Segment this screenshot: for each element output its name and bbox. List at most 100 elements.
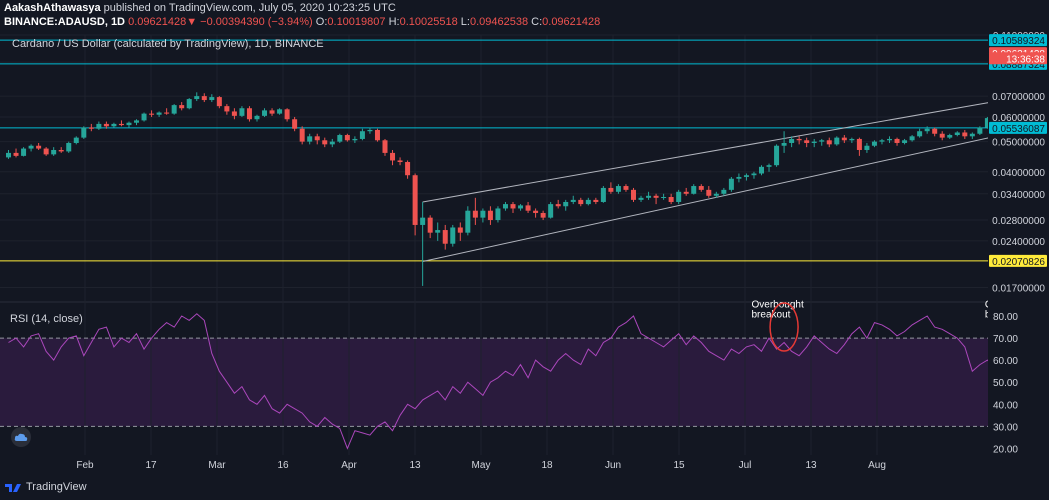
- time-axis[interactable]: Feb 17 Mar 16 Apr 13 May 18 Jun 15 Jul 13 Aug: [76, 460, 886, 471]
- collapse-pane-button[interactable]: [11, 427, 31, 447]
- candle[interactable]: [36, 142, 42, 150]
- candle[interactable]: [563, 199, 569, 211]
- trend-line[interactable]: [422, 49, 1049, 263]
- candle[interactable]: [713, 191, 719, 198]
- candle[interactable]: [81, 126, 87, 139]
- candle[interactable]: [796, 136, 802, 145]
- candle[interactable]: [969, 132, 975, 139]
- candle[interactable]: [623, 184, 629, 192]
- candle[interactable]: [811, 138, 817, 148]
- candle[interactable]: [224, 104, 230, 115]
- candle[interactable]: [156, 111, 162, 117]
- candle[interactable]: [819, 138, 825, 146]
- candle[interactable]: [420, 201, 426, 286]
- candle[interactable]: [683, 187, 689, 196]
- candle[interactable]: [691, 184, 697, 195]
- candle[interactable]: [164, 108, 170, 115]
- candle[interactable]: [442, 224, 448, 250]
- candles[interactable]: [6, 44, 1049, 286]
- candle[interactable]: [585, 197, 591, 206]
- candle[interactable]: [789, 136, 795, 148]
- candle[interactable]: [924, 126, 930, 134]
- rsi-line[interactable]: [8, 313, 1049, 450]
- candle[interactable]: [781, 131, 787, 153]
- candle[interactable]: [698, 184, 704, 192]
- candle[interactable]: [262, 108, 268, 117]
- candle[interactable]: [759, 165, 764, 176]
- candle[interactable]: [43, 147, 49, 156]
- candle[interactable]: [1030, 62, 1036, 75]
- candle[interactable]: [954, 131, 960, 137]
- candle[interactable]: [450, 224, 456, 247]
- candle[interactable]: [533, 208, 539, 218]
- candle[interactable]: [638, 195, 644, 202]
- candle[interactable]: [88, 123, 94, 132]
- candle[interactable]: [28, 144, 34, 152]
- candle[interactable]: [548, 201, 554, 219]
- candle[interactable]: [1037, 62, 1043, 74]
- candle[interactable]: [427, 215, 433, 239]
- candle[interactable]: [472, 197, 478, 225]
- candle[interactable]: [254, 114, 260, 122]
- candle[interactable]: [977, 126, 983, 136]
- candle[interactable]: [307, 133, 313, 145]
- candle[interactable]: [390, 149, 396, 166]
- price-axis[interactable]: 0.11000000 0.09000000 0.07000000 0.06000000…: [988, 30, 1049, 455]
- candle[interactable]: [743, 173, 749, 181]
- candle[interactable]: [593, 197, 599, 205]
- candle[interactable]: [1045, 59, 1049, 69]
- candle[interactable]: [894, 137, 900, 146]
- candle[interactable]: [352, 136, 358, 143]
- candle[interactable]: [578, 197, 584, 207]
- candle[interactable]: [849, 137, 855, 143]
- candle[interactable]: [73, 136, 79, 145]
- candle[interactable]: [487, 206, 493, 225]
- candle[interactable]: [337, 133, 343, 143]
- candle[interactable]: [804, 137, 810, 148]
- candle[interactable]: [382, 138, 388, 156]
- candle[interactable]: [6, 149, 11, 159]
- trend-line[interactable]: [422, 31, 1049, 203]
- candle[interactable]: [661, 193, 667, 200]
- candle[interactable]: [284, 108, 290, 122]
- candle[interactable]: [525, 201, 531, 213]
- candle[interactable]: [510, 201, 516, 213]
- tradingview-logo[interactable]: TradingView: [4, 481, 87, 493]
- candle[interactable]: [834, 136, 840, 146]
- candle[interactable]: [1022, 65, 1028, 86]
- candle[interactable]: [277, 108, 283, 115]
- candle[interactable]: [917, 128, 923, 138]
- candle[interactable]: [555, 199, 561, 209]
- candle[interactable]: [179, 102, 185, 111]
- candle[interactable]: [103, 121, 109, 129]
- candle[interactable]: [186, 98, 192, 110]
- candle[interactable]: [668, 193, 674, 205]
- candle[interactable]: [209, 94, 215, 103]
- candle[interactable]: [246, 106, 252, 122]
- candle[interactable]: [841, 135, 847, 143]
- candle[interactable]: [96, 121, 102, 130]
- candle[interactable]: [495, 206, 501, 223]
- candle[interactable]: [367, 127, 373, 134]
- candle[interactable]: [457, 222, 463, 241]
- candle[interactable]: [653, 193, 659, 205]
- candle[interactable]: [932, 127, 938, 137]
- candle[interactable]: [962, 129, 968, 139]
- rsi-pane[interactable]: [8, 313, 1049, 450]
- candle[interactable]: [51, 147, 57, 156]
- candle[interactable]: [149, 110, 155, 117]
- candle[interactable]: [412, 173, 418, 236]
- candle[interactable]: [630, 187, 636, 202]
- candle[interactable]: [502, 201, 508, 211]
- candle[interactable]: [269, 108, 275, 116]
- candle[interactable]: [992, 104, 998, 120]
- candle[interactable]: [435, 222, 441, 241]
- candle[interactable]: [608, 182, 614, 194]
- candle[interactable]: [397, 157, 403, 166]
- candle[interactable]: [118, 120, 124, 127]
- candle[interactable]: [231, 108, 237, 120]
- candle[interactable]: [826, 137, 832, 148]
- candle[interactable]: [774, 144, 780, 167]
- candle[interactable]: [646, 191, 652, 200]
